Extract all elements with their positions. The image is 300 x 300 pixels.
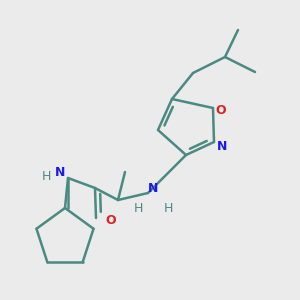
- Text: N: N: [55, 166, 65, 178]
- Text: N: N: [217, 140, 227, 154]
- Text: H: H: [133, 202, 143, 214]
- Text: O: O: [106, 214, 116, 227]
- Text: N: N: [148, 182, 158, 196]
- Text: O: O: [216, 103, 226, 116]
- Text: H: H: [163, 202, 173, 214]
- Text: H: H: [41, 169, 51, 182]
